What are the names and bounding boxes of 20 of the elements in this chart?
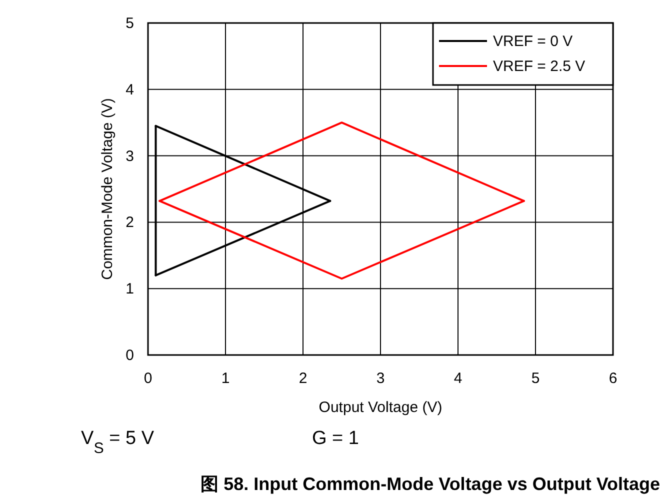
- x-tick-label: 5: [531, 370, 540, 387]
- text: V$_{S}$ = 5 V: [81, 428, 154, 456]
- y-tick-label: 0: [126, 347, 134, 364]
- y-tick-label: 3: [126, 148, 134, 165]
- y-tick-label: 2: [126, 214, 134, 232]
- x-tick-label: 3: [376, 370, 385, 387]
- y-tick-label: 1: [126, 280, 134, 298]
- legend-label: VREF = 2.5 V: [493, 58, 586, 75]
- x-tick-label: 6: [608, 370, 618, 387]
- x-tick-label: 4: [454, 370, 462, 387]
- legend-label: VREF = 0 V: [493, 33, 573, 50]
- y-axis-title: Common-Mode Voltage (V): [99, 98, 116, 280]
- x-axis-title: Output Voltage (V): [318, 399, 442, 416]
- text: G = 1: [312, 428, 359, 449]
- y-tick-label: 5: [126, 15, 134, 32]
- text: 图 58. Input Common-Mode Voltage vs Output Voltage: [200, 474, 660, 494]
- y-tick-label: 4: [126, 81, 134, 98]
- x-tick-label: 0: [144, 370, 152, 387]
- x-tick-label: 1: [221, 370, 230, 387]
- x-tick-label: 2: [298, 370, 308, 387]
